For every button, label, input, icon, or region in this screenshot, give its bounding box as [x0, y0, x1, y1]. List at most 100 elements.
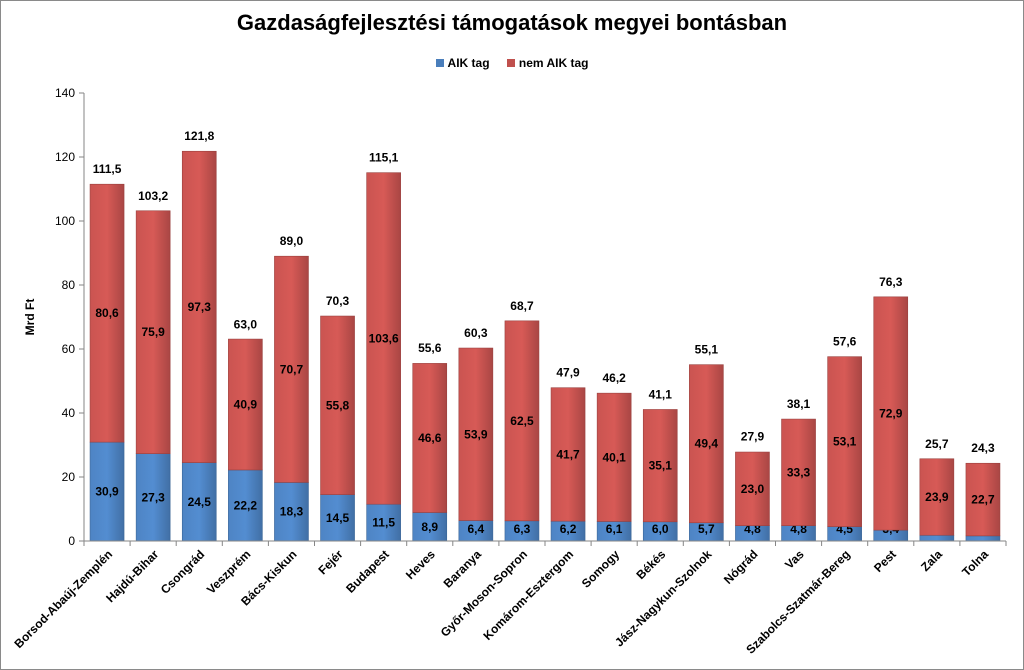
data-label-nem-aik: 97,3: [188, 300, 212, 314]
data-label-nem-aik: 40,9: [234, 398, 258, 412]
data-label-nem-aik: 23,0: [741, 482, 765, 496]
total-label: 115,1: [369, 151, 399, 165]
legend-item-nem-aik: nem AIK tag: [506, 56, 589, 70]
x-tick-label: Budapest: [343, 547, 392, 596]
total-label: 41,1: [649, 387, 673, 401]
total-label: 111,5: [93, 162, 122, 176]
bar-nem-aik: [550, 387, 586, 522]
legend-label-aik: AIK tag: [447, 56, 490, 70]
x-tick-label: Somogy: [579, 547, 623, 591]
bar-nem-aik: [642, 409, 678, 523]
total-label: 68,7: [510, 299, 534, 313]
x-tick-label: Békés: [633, 547, 668, 582]
bar-aik: [412, 512, 448, 542]
bar-nem-aik: [366, 172, 401, 505]
data-label-nem-aik: 46,6: [418, 431, 442, 445]
data-label-nem-aik: 49,4: [695, 437, 719, 451]
data-label-nem-aik: 23,9: [925, 490, 949, 504]
data-label-aik: 8,9: [421, 520, 438, 534]
x-tick-label: Zala: [918, 547, 945, 574]
data-label-aik: 18,3: [280, 505, 304, 519]
total-label: 25,7: [925, 437, 949, 451]
data-label-nem-aik: 53,9: [464, 427, 488, 441]
x-tick-label: Nógrád: [721, 547, 761, 587]
y-tick-label: 20: [62, 470, 76, 484]
data-label-nem-aik: 33,3: [787, 465, 811, 479]
total-label: 55,6: [418, 341, 442, 355]
data-label-aik: 27,3: [141, 490, 165, 504]
bar-nem-aik: [596, 392, 632, 522]
bar-aik: [135, 453, 171, 542]
y-tick-label: 80: [62, 278, 76, 292]
x-tick-label: Pest: [871, 547, 899, 575]
data-label-aik: 11,5: [372, 516, 395, 530]
data-label-nem-aik: 72,9: [879, 406, 903, 420]
data-label-aik: 6,1: [606, 522, 623, 536]
legend-item-aik: AIK tag: [435, 56, 490, 70]
data-label-nem-aik: 75,9: [141, 325, 165, 339]
data-label-nem-aik: 41,7: [556, 447, 580, 461]
total-label: 38,1: [787, 397, 811, 411]
total-label: 24,3: [971, 441, 995, 455]
bar-nem-aik: [89, 183, 125, 443]
bar-nem-aik: [781, 418, 816, 526]
x-tick-label: Csongrád: [158, 547, 208, 597]
total-label: 47,9: [556, 366, 580, 380]
data-label-nem-aik: 55,8: [326, 398, 350, 412]
bar-aik: [919, 534, 955, 542]
y-tick-label: 100: [55, 214, 75, 228]
total-label: 55,1: [695, 343, 719, 357]
data-label-nem-aik: 70,7: [280, 362, 304, 376]
x-tick-label: Veszprém: [204, 547, 254, 597]
bar-nem-aik: [827, 356, 862, 527]
x-tick-label: Vas: [782, 547, 807, 572]
total-label: 27,9: [741, 430, 765, 444]
bar-nem-aik: [873, 296, 909, 531]
bar-nem-aik: [412, 363, 448, 513]
data-label-aik: 24,5: [188, 495, 212, 509]
bar-nem-aik: [274, 255, 309, 483]
chart-title: Gazdaságfejlesztési támogatások megyei b…: [236, 10, 788, 35]
x-tick-label: Borsod-Abaúj-Zemplén: [11, 547, 115, 651]
total-label: 46,2: [602, 371, 626, 385]
y-tick-label: 0: [68, 534, 75, 548]
total-label: 121,8: [184, 129, 214, 143]
data-label-nem-aik: 53,1: [833, 435, 857, 449]
data-label-aik: 30,9: [95, 485, 119, 499]
y-tick-label: 60: [62, 342, 76, 356]
x-tick-label: Heves: [403, 547, 438, 582]
x-tick-label: Fejér: [315, 547, 345, 577]
x-tick-label: Komárom-Esztergom: [480, 547, 576, 643]
x-tick-label: Baranya: [441, 547, 485, 591]
legend-swatch-aik: [435, 59, 444, 67]
bar-nem-aik: [735, 451, 770, 526]
data-label-nem-aik: 35,1: [649, 459, 673, 473]
legend-swatch-nem-aik: [506, 59, 515, 67]
total-label: 76,3: [879, 275, 903, 289]
data-label-nem-aik: 40,1: [602, 450, 626, 464]
y-tick-label: 120: [55, 150, 75, 164]
legend: AIK tag nem AIK tag: [0, 56, 1024, 70]
data-label-aik: 5,7: [698, 522, 715, 536]
data-label-aik: 6,2: [560, 522, 577, 536]
bar-aik: [320, 494, 355, 542]
bar-nem-aik: [919, 458, 955, 536]
bar-aik: [181, 462, 217, 542]
total-label: 57,6: [833, 335, 857, 349]
total-label: 103,2: [138, 189, 168, 203]
x-tick-label: Győr-Moson-Sopron: [438, 547, 530, 639]
data-label-aik: 6,0: [652, 522, 669, 536]
data-label-nem-aik: 80,6: [95, 306, 119, 320]
legend-label-nem-aik: nem AIK tag: [518, 56, 589, 70]
bar-nem-aik: [965, 462, 1001, 537]
bar-nem-aik: [135, 210, 171, 454]
total-label: 60,3: [464, 326, 488, 340]
y-tick-label: 140: [55, 86, 75, 100]
data-label-nem-aik: 22,7: [971, 493, 995, 507]
bar-nem-aik: [228, 338, 263, 471]
data-label-aik: 14,5: [326, 511, 350, 525]
bar-aik: [274, 482, 309, 542]
data-label-nem-aik: 62,5: [510, 414, 534, 428]
bar-nem-aik: [458, 347, 494, 521]
